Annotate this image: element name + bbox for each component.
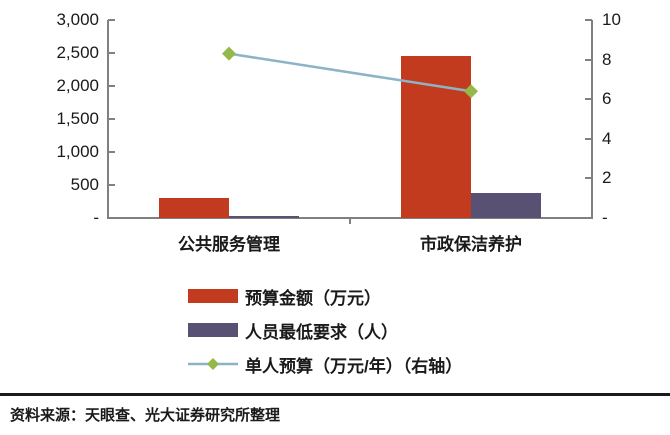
line-per-person-budget xyxy=(228,52,472,93)
right-axis-tick-label: 8 xyxy=(602,49,612,69)
right-axis-tick-label: - xyxy=(602,208,608,227)
diamond-marker-per-person-budget-1 xyxy=(464,84,478,99)
legend-swatch-min-staff xyxy=(188,323,238,337)
source-note: 资料来源：天眼查、光大证券研究所整理 xyxy=(10,407,281,424)
bar-min-staff-0 xyxy=(229,215,299,218)
left-axis-tick xyxy=(108,151,115,153)
legend-item-budget-amount: 预算金额（万元） xyxy=(188,279,462,313)
legend-label-per-person-budget: 单人预算（万元/年）（右轴） xyxy=(245,356,463,376)
left-axis-tick xyxy=(108,85,115,87)
right-axis-tick-label: 2 xyxy=(602,168,612,188)
left-axis-tick-label: 2,500 xyxy=(56,43,99,62)
category-label-0: 公共服务管理 xyxy=(178,235,280,254)
combo-chart: - 500 1,000 1,500 2,000 2,500 3,000 - 2 4 6 8 10 公共服务… xyxy=(56,10,621,255)
left-axis-tick xyxy=(108,52,115,54)
right-axis-tick xyxy=(585,177,592,180)
right-axis-tick xyxy=(585,137,592,140)
x-axis-tick xyxy=(349,218,351,224)
footer-separator-line xyxy=(0,393,670,396)
legend-item-min-staff: 人员最低要求（人） xyxy=(188,313,462,347)
right-axis-tick xyxy=(585,217,592,219)
left-axis-tick xyxy=(108,19,115,21)
legend-label-budget-amount: 预算金额（万元） xyxy=(245,288,381,308)
right-axis-tick xyxy=(585,19,592,21)
left-axis-tick-label: 1,500 xyxy=(56,109,99,128)
left-axis-tick xyxy=(108,118,115,120)
right-axis-tick xyxy=(585,98,592,101)
left-axis-tick xyxy=(108,184,115,186)
right-axis-tick xyxy=(585,58,592,61)
left-axis-tick-label: 3,000 xyxy=(56,10,99,29)
bar-budget-amount-0 xyxy=(159,198,229,218)
left-axis-tick xyxy=(108,217,115,219)
legend-item-per-person-budget: 单人预算（万元/年）（右轴） xyxy=(188,347,462,381)
left-axis-tick-label: 2,000 xyxy=(56,76,99,95)
left-axis-tick-label: 1,000 xyxy=(56,142,99,161)
right-axis-tick-label: 6 xyxy=(602,89,612,109)
left-axis-tick-label: 500 xyxy=(70,175,99,194)
legend-line-swatch-per-person-budget xyxy=(188,358,238,370)
chart-legend: 预算金额（万元） 人员最低要求（人） 单人预算（万元/年）（右轴） xyxy=(188,279,462,381)
legend-diamond-icon xyxy=(207,358,219,370)
right-axis-tick-label: 4 xyxy=(602,128,612,148)
bar-min-staff-1 xyxy=(471,192,541,218)
left-axis-tick-label: - xyxy=(93,208,99,227)
line-series-layer xyxy=(222,46,478,99)
diamond-marker-per-person-budget-0 xyxy=(222,46,236,61)
right-axis-tick-label: 10 xyxy=(602,10,621,29)
legend-label-min-staff: 人员最低要求（人） xyxy=(245,322,398,342)
category-label-1: 市政保洁养护 xyxy=(420,235,522,254)
right-axis-line xyxy=(591,20,593,219)
legend-swatch-budget-amount xyxy=(188,289,238,303)
